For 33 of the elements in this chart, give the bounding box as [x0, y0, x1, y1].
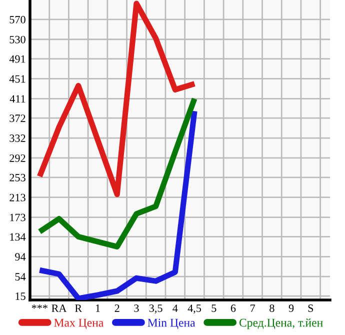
legend-label: Сред.Цена, т.йен	[239, 318, 323, 330]
y-tick-label: 292	[10, 154, 26, 162]
y-tick-label: 570	[10, 16, 26, 24]
x-tick-label: 2	[114, 304, 120, 312]
x-tick-label: 9	[288, 304, 294, 312]
legend-label: Max Цена	[54, 318, 104, 330]
x-tick-label: 6	[230, 304, 236, 312]
y-tick-label: 411	[10, 95, 26, 103]
y-tick-label: 54	[15, 273, 26, 281]
x-tick-label: 4,5	[188, 304, 202, 314]
y-tick-label: 15	[16, 292, 26, 300]
x-tick-label: 1	[96, 304, 100, 312]
x-tick-label: 3,5	[149, 304, 162, 314]
y-tick-label: 491	[9, 55, 26, 63]
legend-label: Min Цена	[148, 318, 196, 330]
x-tick-label: 5	[212, 304, 216, 312]
x-tick-label: R	[75, 304, 82, 312]
x-tick-label: 7	[250, 304, 256, 312]
y-tick-label: 451	[9, 75, 26, 83]
x-tick-label: ***	[32, 304, 48, 309]
x-tick-label: RA	[52, 304, 67, 312]
x-tick-label: 8	[270, 304, 274, 312]
y-tick-label: 530	[10, 36, 26, 44]
x-tick-label: 4	[172, 304, 178, 312]
x-tick-label: 3	[134, 304, 139, 312]
x-tick-label: S	[308, 304, 314, 312]
y-tick-label: 253	[10, 174, 26, 182]
y-tick-label: 173	[10, 214, 26, 222]
y-tick-label: 134	[10, 233, 26, 241]
y-tick-label: 372	[10, 114, 26, 122]
y-tick-label: 94	[15, 253, 26, 261]
y-tick-label: 332	[10, 134, 26, 142]
y-tick-label: 213	[10, 194, 26, 202]
